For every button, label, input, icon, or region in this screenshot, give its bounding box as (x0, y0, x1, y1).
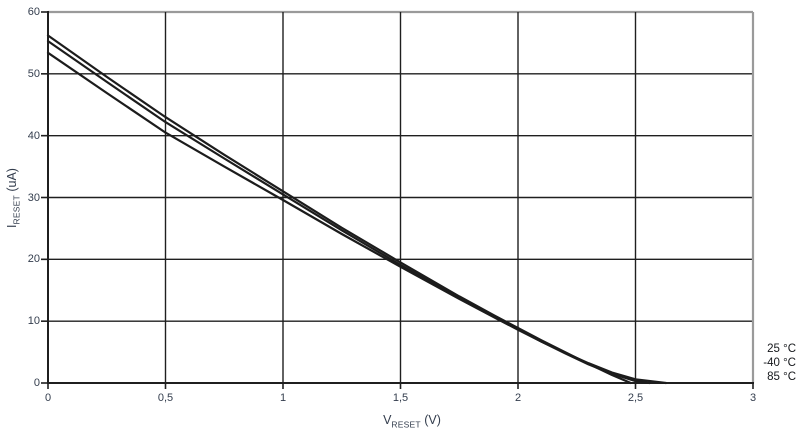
x-tick-label: 0,5 (157, 392, 174, 404)
curve-85c (46, 51, 668, 385)
y-tick-label: 20 (27, 253, 40, 266)
y-tick-label: 60 (27, 6, 40, 18)
y-tick-label: 50 (27, 67, 40, 80)
curve--40c (46, 40, 651, 385)
x-tick-label: 3 (749, 392, 757, 404)
curve-25c (46, 34, 632, 385)
x-tick-label: 1,5 (392, 392, 409, 404)
x-tick-label: 2,5 (627, 392, 644, 404)
legend-item-25c: 25 °C (767, 343, 796, 355)
legend-item-85c: 85 °C (767, 370, 796, 383)
x-axis-title: VRESET (V) (383, 413, 441, 430)
legend: 25 °C -40 °C 85 °C (763, 343, 796, 384)
x-tick-label: 0 (44, 392, 52, 404)
y-tick-label: 40 (27, 129, 40, 142)
y-axis-quantity-symbol: I (4, 224, 19, 228)
x-tick-label: 1 (279, 392, 287, 404)
y-tick-label: 0 (33, 377, 40, 389)
x-axis-quantity-symbol: V (383, 413, 392, 427)
x-axis-subscript: RESET (391, 419, 421, 430)
y-tick-label: 30 (27, 191, 40, 204)
y-tick-label: 10 (27, 315, 40, 328)
x-axis-unit: (V) (420, 413, 441, 427)
legend-item-minus40c: -40 °C (763, 356, 796, 369)
x-tick-label: 2 (514, 392, 522, 404)
